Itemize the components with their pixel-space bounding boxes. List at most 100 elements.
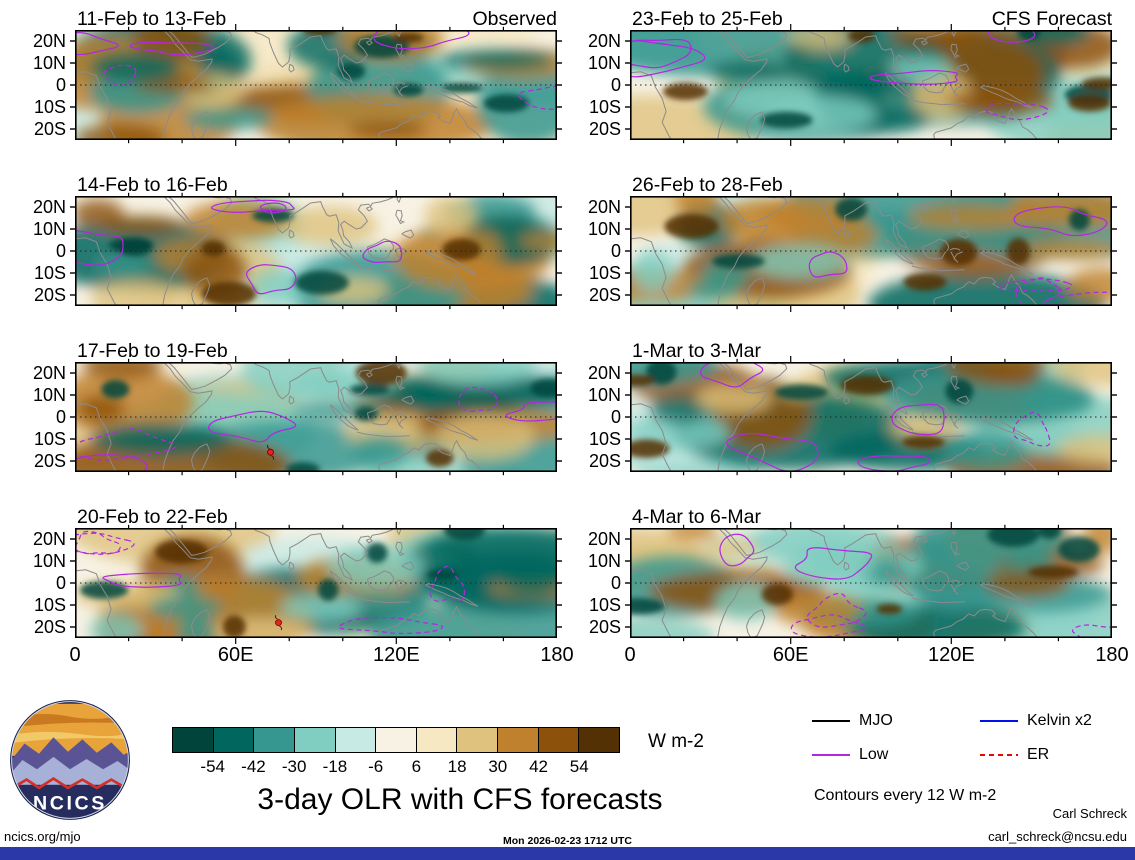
panel-header: 17-Feb to 19-Feb <box>13 336 557 362</box>
mjo-line-sample <box>812 719 850 723</box>
colorbar-tick-label: 42 <box>529 757 548 776</box>
map-panel-obs-4 <box>70 522 562 644</box>
figure-title: 3-day OLR with CFS forecasts <box>257 783 663 816</box>
logo-red-line <box>13 777 127 790</box>
y-tick-label: 20N <box>587 197 621 217</box>
colorbar-tick-label: 54 <box>569 757 589 776</box>
panel-title: 4-Mar to 6-Mar <box>632 506 761 528</box>
y-tick-label: 20S <box>588 285 621 305</box>
legend-item-mjo: MJO <box>812 712 980 730</box>
colorbar-tick-label: 30 <box>488 757 508 776</box>
legend: MJO Kelvin x2 Low ER <box>812 712 1135 764</box>
coastlines <box>75 528 484 638</box>
y-tick-label: 20N <box>587 363 621 383</box>
legend-item-low: Low <box>812 746 980 764</box>
y-tick-label: 0 <box>610 407 621 427</box>
y-tick-label: 20N <box>32 197 66 217</box>
y-tick-label: 0 <box>55 407 66 427</box>
y-tick-label: 0 <box>610 75 621 95</box>
panel-fcst-3: 1-Mar to 3-Mar 20N 10N 0 10S 20S <box>568 336 1117 478</box>
y-tick-label: 20S <box>33 119 66 139</box>
y-tick-label: 10N <box>32 385 66 405</box>
kelvin-line-sample <box>980 719 1018 723</box>
map-panel-obs-1 <box>70 24 562 146</box>
y-tick-label: 10S <box>33 429 66 449</box>
map-panel-fcst-4 <box>625 522 1117 644</box>
y-axis-labels: 20N 10N 0 10S 20S <box>568 30 630 140</box>
y-tick-label: 20S <box>588 119 621 139</box>
colorbar-labels: -54 -42 -30 -18 -6 6 18 30 42 54 <box>172 757 620 777</box>
x-tick-label: 120E <box>372 644 420 666</box>
y-tick-label: 0 <box>55 573 66 593</box>
credit-name: Carl Schreck <box>1052 806 1127 821</box>
coastlines <box>630 528 1039 638</box>
colorbar-segment <box>173 728 214 752</box>
panel-header: 14-Feb to 16-Feb <box>13 170 557 196</box>
colorbar-segment <box>579 728 620 752</box>
legend-item-kelvin: Kelvin x2 <box>980 712 1135 730</box>
map-panel-obs-2 <box>70 190 562 312</box>
colorbar-segment <box>213 728 255 752</box>
colorbar-segment <box>538 728 580 752</box>
panel-header: 4-Mar to 6-Mar <box>568 502 1112 528</box>
coastlines <box>75 196 484 306</box>
column-header-forecast: CFS Forecast <box>991 8 1112 30</box>
panel-title: 1-Mar to 3-Mar <box>632 340 761 362</box>
y-axis-labels: 20N 10N 0 10S 20S <box>568 528 630 638</box>
y-tick-label: 10N <box>587 219 621 239</box>
y-tick-label: 10N <box>587 385 621 405</box>
x-tick-label: 60E <box>772 644 809 666</box>
y-tick-label: 10S <box>588 595 621 615</box>
ncics-logo: NCICS <box>10 700 130 820</box>
y-tick-label: 0 <box>610 573 621 593</box>
cyclone-icon <box>267 448 274 456</box>
y-tick-label: 10S <box>588 97 621 117</box>
y-tick-label: 10S <box>588 429 621 449</box>
panel-header: 23-Feb to 25-Feb CFS Forecast <box>568 4 1112 30</box>
colorbar-segment <box>376 728 417 752</box>
y-tick-label: 20S <box>33 451 66 471</box>
y-tick-label: 10S <box>33 595 66 615</box>
coastlines <box>630 196 1039 306</box>
coastlines <box>75 362 484 472</box>
y-tick-label: 20N <box>32 31 66 51</box>
coastlines <box>630 362 1039 472</box>
y-tick-label: 20N <box>32 363 66 383</box>
panel-header: 20-Feb to 22-Feb <box>13 502 557 528</box>
y-tick-label: 20N <box>32 529 66 549</box>
x-tick-label: 120E <box>927 644 975 666</box>
er-line-sample <box>980 753 1018 757</box>
colorbar-tick-label: -42 <box>241 757 266 776</box>
logo-text: NCICS <box>33 793 107 815</box>
legend-label-low: Low <box>859 746 889 763</box>
logo-mountains-light <box>11 756 129 789</box>
panel-title: 20-Feb to 22-Feb <box>77 506 228 528</box>
y-axis-labels: 20N 10N 0 10S 20S <box>13 30 75 140</box>
x-tick-label: 180 <box>540 644 574 666</box>
contour-note: Contours every 12 W m-2 <box>814 787 997 804</box>
y-tick-label: 20N <box>587 529 621 549</box>
y-tick-label: 0 <box>55 75 66 95</box>
panel-fcst-2: 26-Feb to 28-Feb 20N 10N 0 10S 20S <box>568 170 1117 312</box>
colorbar-tick-label: -6 <box>368 757 384 776</box>
y-axis-labels: 20N 10N 0 10S 20S <box>568 362 630 472</box>
colorbar-tick-label: -54 <box>200 757 226 776</box>
x-axis-forecast: 0 60E 120E 180 <box>624 644 1128 670</box>
y-tick-label: 20S <box>33 285 66 305</box>
y-axis-labels: 20N 10N 0 10S 20S <box>568 196 630 306</box>
panel-title: 11-Feb to 13-Feb <box>77 8 227 30</box>
panel-title: 17-Feb to 19-Feb <box>77 340 228 362</box>
colorbar-segment <box>416 728 458 752</box>
x-tick-label: 0 <box>69 644 81 666</box>
legend-label-er: ER <box>1027 746 1050 763</box>
y-tick-label: 20S <box>588 617 621 637</box>
timestamp: Mon 2026-02-23 1712 UTC <box>503 835 632 847</box>
y-tick-label: 10N <box>587 53 621 73</box>
colorbar-segment <box>498 728 539 752</box>
x-axis-observed: 0 60E 120E 180 <box>69 644 573 670</box>
credit-email: carl_schreck@ncsu.edu <box>988 829 1127 844</box>
panel-obs-1: 11-Feb to 13-Feb Observed 20N 10N 0 10S 20S <box>13 4 562 146</box>
legend-item-er: ER <box>980 746 1135 764</box>
y-axis-labels: 20N 10N 0 10S 20S <box>13 196 75 306</box>
panel-title: 14-Feb to 16-Feb <box>77 174 228 196</box>
